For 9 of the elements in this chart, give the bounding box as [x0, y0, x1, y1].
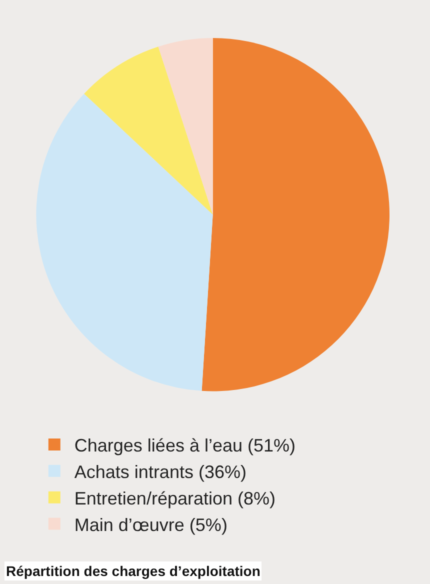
pie-slice [158, 38, 213, 215]
legend-label: Charges liées à l’eau (51%) [74, 436, 296, 456]
text: Répartition des charges d’exploitation [6, 563, 260, 579]
legend-label: Entretien/réparation (8%) [74, 488, 276, 508]
pie-slice [202, 38, 390, 391]
pie-slice [84, 46, 213, 215]
legend-label: Main d’œuvre (5%) [74, 514, 228, 535]
pie-slice [36, 94, 213, 391]
legend-label: Achats intrants (36%) [74, 462, 246, 482]
